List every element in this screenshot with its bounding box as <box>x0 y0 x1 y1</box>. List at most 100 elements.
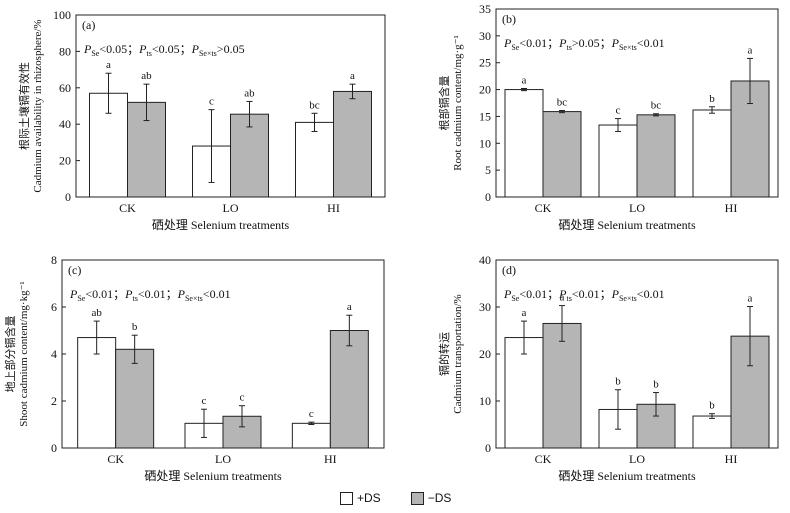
significance-letter: ab <box>141 70 152 82</box>
stats-text: PSe<0.01；Pts<0.01；PSe×ts<0.01 <box>503 287 665 303</box>
y-tick-label: 4 <box>51 347 57 361</box>
y-tick-label: 80 <box>59 44 71 58</box>
y-tick-label: 25 <box>479 56 491 70</box>
y-tick-label: 40 <box>59 117 71 131</box>
y-tick-label: 0 <box>485 441 491 455</box>
panel-label: (c) <box>68 263 81 277</box>
x-axis-title: 硒处理 Selenium treatments <box>144 469 282 483</box>
y-tick-label: 20 <box>59 154 71 168</box>
legend-swatch-minus-ds <box>410 491 424 505</box>
bar-minus-ds-hi <box>730 335 770 449</box>
x-axis-title: 硒处理 Selenium treatments <box>558 218 696 232</box>
significance-letter: ab <box>91 307 102 319</box>
y-axis-title: 根际土壤镉有效性Cadmium availability in rhizosph… <box>17 19 44 192</box>
significance-letter: b <box>709 93 715 105</box>
significance-letter: c <box>240 392 245 404</box>
y-tick-label: 0 <box>485 190 491 204</box>
y-tick-label: 100 <box>53 8 71 22</box>
x-tick-label: CK <box>535 452 552 466</box>
y-tick-label: 30 <box>479 300 491 314</box>
x-tick-label: LO <box>215 452 231 466</box>
bar-minus-ds-ck <box>115 348 155 449</box>
bar-minus-ds-lo <box>230 113 269 198</box>
stats-text: PSe<0.05；Pts<0.05；PSe×ts>0.05 <box>83 42 245 58</box>
significance-letter: c <box>209 96 214 108</box>
bar-minus-ds-ck <box>542 111 582 198</box>
bar-minus-ds-ck <box>542 322 582 449</box>
bar-plus-ds-hi <box>692 109 732 198</box>
bar-plus-ds-hi <box>295 121 334 198</box>
significance-letter: c <box>616 105 621 117</box>
y-tick-label: 0 <box>65 190 71 204</box>
y-tick-label: 30 <box>479 29 491 43</box>
chart-panel-2: 0 5 10 15 20 25 30 35 (b) PSe<0.01；Pts>0.05；PSe×t… <box>437 2 779 232</box>
x-tick-label: HI <box>327 201 340 215</box>
panel-label: (d) <box>502 263 516 277</box>
stats-text: PSe<0.01；Pts>0.05；PSe×ts<0.01 <box>503 36 665 52</box>
legend: +DS −DS <box>340 488 481 508</box>
x-tick-label: CK <box>119 201 136 215</box>
bar-plus-ds-hi <box>692 415 732 449</box>
y-tick-label: 20 <box>479 83 491 97</box>
y-tick-label: 15 <box>479 109 491 123</box>
y-tick-label: 10 <box>479 394 491 408</box>
stats-text: PSe<0.01；Pts<0.01；PSe×ts<0.01 <box>69 287 231 303</box>
x-tick-label: CK <box>535 201 552 215</box>
y-axis-title: 镉的转运Cadmium transportation/% <box>437 294 464 413</box>
bar-plus-ds-lo <box>598 124 638 198</box>
y-tick-label: 6 <box>51 300 57 314</box>
significance-letter: bc <box>309 99 320 111</box>
y-axis-title: 地上部分镉含量Shoot cadmium content/mg·kg⁻¹ <box>3 281 30 426</box>
bar-minus-ds-hi <box>329 330 369 449</box>
significance-letter: bc <box>557 97 568 109</box>
bar-minus-ds-lo <box>636 114 676 198</box>
significance-letter: a <box>106 59 111 71</box>
significance-letter: a <box>560 292 565 304</box>
y-axis-title: 根部镉含量Root cadmium content/mg·g⁻¹ <box>437 35 464 171</box>
significance-letter: a <box>522 307 527 319</box>
significance-letter: b <box>653 379 659 391</box>
x-axis-title: 硒处理 Selenium treatments <box>152 218 290 232</box>
significance-letter: a <box>522 74 527 86</box>
legend-label-plus-ds: +DS <box>357 491 381 505</box>
significance-letter: c <box>309 408 314 420</box>
y-tick-label: 10 <box>479 136 491 150</box>
significance-letter: bc <box>651 100 662 112</box>
significance-letter: b <box>132 321 138 333</box>
legend-item-plus-ds: +DS <box>340 491 381 505</box>
panel-label: (b) <box>502 12 516 26</box>
bar-minus-ds-hi <box>333 90 372 198</box>
x-axis-title: 硒处理 Selenium treatments <box>558 469 696 483</box>
legend-item-minus-ds: −DS <box>410 491 452 505</box>
chart-panel-3: 0 2 4 6 8 (c) PSe<0.01；Pts<0.01；PSe×ts<0.01 CK a… <box>3 253 385 483</box>
y-tick-label: 60 <box>59 81 71 95</box>
significance-letter: a <box>347 301 352 313</box>
bar-plus-ds-hi <box>291 422 331 449</box>
significance-letter: a <box>748 44 753 56</box>
legend-label-minus-ds: −DS <box>427 491 452 505</box>
x-tick-label: HI <box>725 201 738 215</box>
bar-plus-ds-ck <box>77 337 117 449</box>
y-tick-label: 35 <box>479 2 491 16</box>
significance-letter: c <box>202 395 207 407</box>
y-tick-label: 5 <box>485 163 491 177</box>
significance-letter: a <box>350 70 355 82</box>
significance-letter: a <box>748 293 753 305</box>
panel-label: (a) <box>82 18 95 32</box>
x-tick-label: LO <box>223 201 239 215</box>
x-tick-label: HI <box>324 452 337 466</box>
chart-panel-1: 0 20 40 60 80 100 (a) PSe<0.05；Pts<0.05；PSe×ts>… <box>17 8 386 232</box>
y-tick-label: 20 <box>479 347 491 361</box>
significance-letter: ab <box>244 87 255 99</box>
legend-swatch-plus-ds <box>340 491 353 505</box>
y-tick-label: 8 <box>51 253 57 267</box>
x-tick-label: CK <box>107 452 124 466</box>
x-tick-label: LO <box>629 452 645 466</box>
bar-plus-ds-ck <box>504 89 544 198</box>
significance-letter: b <box>615 376 621 388</box>
x-tick-label: HI <box>725 452 738 466</box>
y-tick-label: 0 <box>51 441 57 455</box>
y-tick-label: 40 <box>479 253 491 267</box>
significance-letter: b <box>709 400 715 412</box>
